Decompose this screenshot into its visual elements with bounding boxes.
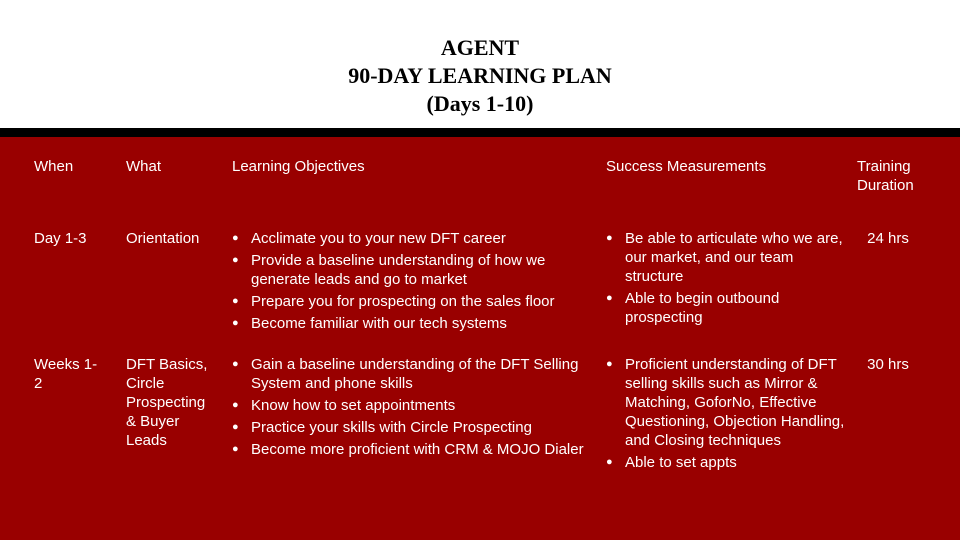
row-2-measurements: Proficient understanding of DFT selling … <box>606 355 846 475</box>
row-2-duration: 30 hrs <box>867 356 909 373</box>
header-training-duration: Training Duration <box>857 158 914 194</box>
row-1-duration: 24 hrs <box>867 230 909 247</box>
slide-title: AGENT 90-DAY LEARNING PLAN (Days 1-10) <box>0 34 960 118</box>
measurement-item: Able to begin outbound prospecting <box>606 289 846 327</box>
row-2-objectives: Gain a baseline understanding of the DFT… <box>232 355 592 462</box>
measurement-item: Able to set appts <box>606 453 846 472</box>
objective-item: Acclimate you to your new DFT career <box>232 229 592 248</box>
measurement-item: Proficient understanding of DFT selling … <box>606 355 846 450</box>
objective-item: Provide a baseline understanding of how … <box>232 251 592 289</box>
title-line-1: AGENT <box>440 35 520 60</box>
objective-item: Practice your skills with Circle Prospec… <box>232 418 592 437</box>
header-success-measurements: Success Measurements <box>606 158 767 175</box>
objective-item: Become more proficient with CRM & MOJO D… <box>232 440 592 459</box>
header-when: When <box>34 158 74 175</box>
header-learning-objectives: Learning Objectives <box>232 158 365 175</box>
row-1-what: Orientation <box>126 230 200 247</box>
objective-item: Know how to set appointments <box>232 396 592 415</box>
objective-item: Become familiar with our tech systems <box>232 314 592 333</box>
title-line-3: (Days 1-10) <box>426 91 534 116</box>
objective-item: Prepare you for prospecting on the sales… <box>232 292 592 311</box>
title-line-2: 90-DAY LEARNING PLAN <box>348 63 612 88</box>
measurement-item: Be able to articulate who we are, our ma… <box>606 229 846 286</box>
objective-item: Gain a baseline understanding of the DFT… <box>232 355 592 393</box>
learning-plan-table: When What Learning Objectives Success Me… <box>0 137 960 540</box>
row-2-what: DFT Basics, Circle Prospecting & Buyer L… <box>126 356 208 449</box>
row-1-when: Day 1-3 <box>34 230 87 247</box>
row-1-objectives: Acclimate you to your new DFT career Pro… <box>232 229 592 336</box>
title-divider <box>0 128 960 137</box>
row-2-when: Weeks 1-2 <box>34 356 98 392</box>
row-1-measurements: Be able to articulate who we are, our ma… <box>606 229 846 330</box>
header-what: What <box>126 158 162 175</box>
title-area: AGENT 90-DAY LEARNING PLAN (Days 1-10) <box>0 0 960 130</box>
